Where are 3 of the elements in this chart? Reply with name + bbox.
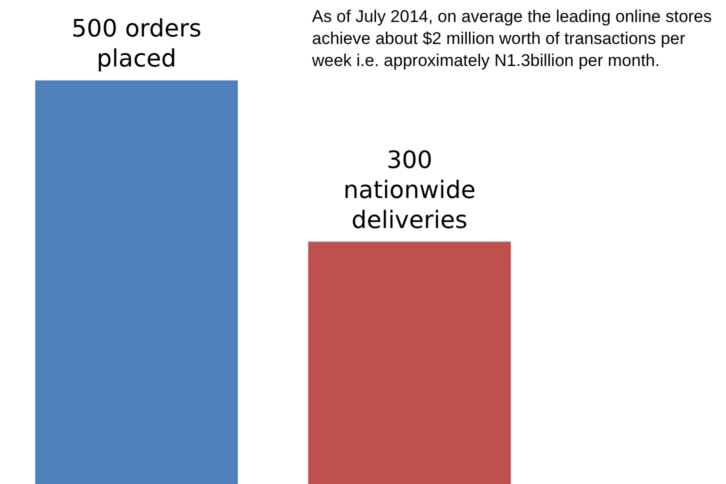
data-label: 300 nationwide deliveries: [343, 146, 476, 234]
text: As of July 2014, on average the leading online stores achieve about $2 million worth of transactions per week i.e. approximately N1.3billion per month.: [312, 6, 713, 72]
data-label: 500 orders placed: [72, 14, 202, 73]
